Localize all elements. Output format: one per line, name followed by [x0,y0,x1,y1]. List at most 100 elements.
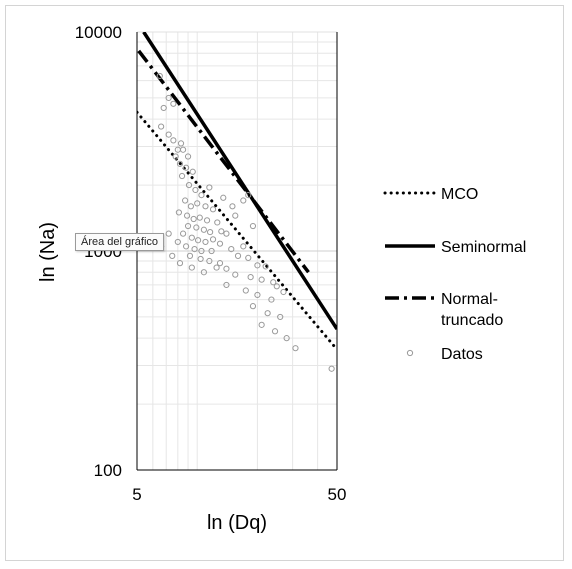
data-point-datos [216,240,224,247]
y-tick-label: 100 [94,461,122,480]
data-point-datos [206,184,213,191]
data-point-datos [186,252,194,259]
data-point-datos [184,153,192,160]
axes [136,32,338,471]
data-point-datos [184,222,192,230]
legend-label: Datos [441,346,483,363]
data-point-datos [229,203,236,210]
data-point-datos [245,254,252,262]
data-point-datos [200,226,207,233]
data-point-datos [268,296,275,303]
data-point-datos [214,219,221,226]
data-point-datos [240,243,247,250]
data-point-datos [174,238,181,246]
chart-area-tooltip: Área del gráfico [75,233,165,251]
data-point-datos [270,279,277,286]
data-point-datos [283,335,290,342]
legend-label: Seminormal [441,239,526,256]
data-point-datos [196,214,203,221]
series-line-mco [137,110,337,351]
data-point-datos [200,269,207,276]
data-point-datos [176,260,184,267]
data-point-datos [198,247,205,255]
data-point-datos [206,228,214,236]
data-point-datos [160,104,167,112]
data-point-datos [182,197,189,204]
data-point-datos [292,345,299,352]
data-point-datos [245,191,252,199]
data-point-datos [213,264,220,271]
data-point-datos [216,260,224,267]
gridlines [137,31,337,470]
data-point-datos [188,264,195,271]
data-point-datos [194,200,201,207]
data-point-datos [203,217,211,224]
data-point-datos [193,224,200,231]
data-point-datos [223,230,230,237]
data-point-datos [183,212,191,219]
x-tick-label: 50 [328,485,347,504]
data-point-datos [202,238,209,246]
data-point-datos [209,206,217,213]
data-point-datos [209,236,217,243]
legend-label: MCO [441,186,478,203]
data-point-datos [254,291,261,299]
legend[interactable]: MCO Seminormal Normal-truncado Datos [383,186,526,363]
data-point-datos [191,246,198,253]
data-point-datos [218,228,225,235]
legend-label: Normal-truncado [441,291,503,329]
data-point-datos [258,276,265,283]
data-point-datos [175,209,183,216]
data-point-datos [183,164,190,171]
data-point-datos [192,186,199,194]
data-point-datos [223,281,230,289]
data-point-datos [206,257,213,265]
data-point-datos [232,271,239,278]
data-point-datos [179,230,187,237]
data-point-datos [165,94,172,102]
data-point-datos [249,222,257,230]
data-point-datos [165,131,172,138]
data-point-datos [177,140,185,147]
data-point-datos [247,274,254,281]
data-point-datos [264,310,271,317]
data-point-datos [254,262,261,269]
data-point-datos [273,283,280,290]
data-point-datos [179,146,187,153]
data-point-datos [198,191,205,199]
data-point-datos [185,181,193,189]
data-point-datos [170,100,177,107]
data-point-datos [271,328,279,335]
data-point-datos [280,288,287,296]
data-point-datos [258,321,265,328]
data-point-datos [262,263,269,270]
data-point-datos [169,252,176,259]
data-point-datos [242,287,249,294]
series-group [137,32,337,372]
data-point-datos [190,215,197,223]
data-point-datos [328,365,335,372]
data-point-datos [194,237,202,244]
data-point-datos [172,153,179,160]
data-point-datos [240,197,247,204]
y-tick-label: 10000 [75,23,122,42]
data-point-datos [277,313,284,321]
data-point-datos [249,303,257,310]
y-axis-label: ln (Na) [37,222,59,282]
x-axis-label: ln (Dq) [207,512,267,534]
data-point-datos [220,194,227,201]
data-point-datos [178,172,186,180]
data-point-datos [158,123,165,130]
data-point-datos [183,243,190,250]
data-point-datos [232,212,239,219]
data-point-datos [156,72,163,80]
data-point-datos [228,246,235,253]
data-point-datos [170,137,177,144]
data-point-datos [188,234,195,241]
data-point-datos [197,255,204,263]
data-point-datos [223,265,230,272]
x-tick-label: 5 [132,485,141,504]
plot-area[interactable] [137,32,337,372]
